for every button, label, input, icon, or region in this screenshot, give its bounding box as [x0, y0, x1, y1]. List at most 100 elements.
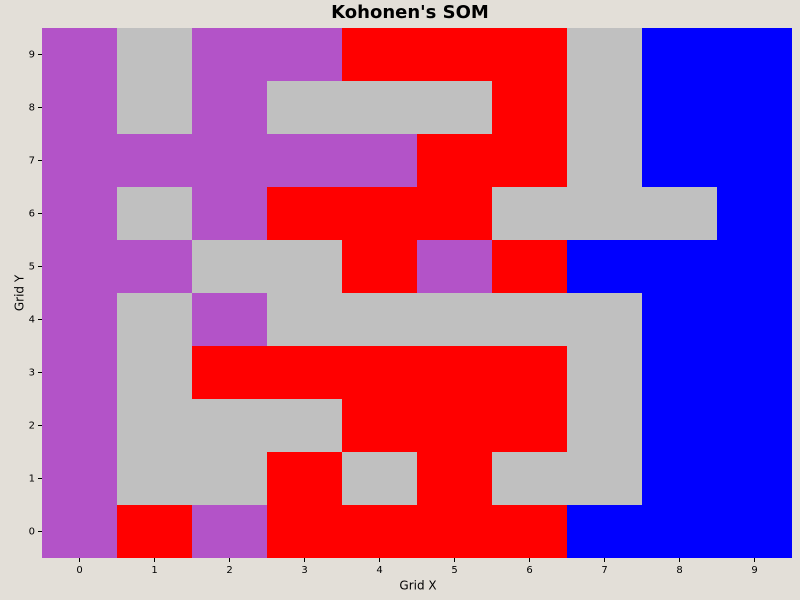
cell	[492, 134, 567, 187]
cell	[267, 28, 342, 81]
cell	[342, 452, 417, 505]
cell	[267, 293, 342, 346]
cell	[642, 293, 717, 346]
cell	[492, 399, 567, 452]
cell	[192, 293, 267, 346]
cell	[42, 346, 117, 399]
y-tick-label: 6	[29, 209, 35, 220]
cell	[42, 28, 117, 81]
cell	[192, 452, 267, 505]
cell	[267, 505, 342, 558]
cell	[192, 187, 267, 240]
cell	[192, 28, 267, 81]
cell	[417, 81, 492, 134]
cell	[342, 81, 417, 134]
x-tick-label: 8	[676, 565, 682, 576]
cell	[717, 28, 792, 81]
y-tick-label: 7	[29, 156, 35, 167]
cell	[567, 240, 642, 293]
cell	[267, 81, 342, 134]
x-axis-label: Grid X	[399, 579, 436, 593]
cell	[417, 346, 492, 399]
cell	[42, 240, 117, 293]
cell	[417, 187, 492, 240]
cell	[642, 240, 717, 293]
y-tick-label: 9	[29, 50, 35, 61]
cell	[642, 134, 717, 187]
x-tick-label: 2	[226, 565, 232, 576]
cell	[567, 134, 642, 187]
cell	[117, 134, 192, 187]
cell	[342, 399, 417, 452]
cell	[417, 452, 492, 505]
cell	[42, 187, 117, 240]
cell	[642, 81, 717, 134]
y-tick-label: 8	[29, 103, 35, 114]
x-tick-label: 9	[751, 565, 757, 576]
cell	[492, 28, 567, 81]
cell	[42, 452, 117, 505]
cell	[492, 505, 567, 558]
cell	[417, 28, 492, 81]
cell	[117, 452, 192, 505]
cell	[267, 187, 342, 240]
cell	[417, 293, 492, 346]
cell	[342, 134, 417, 187]
cell	[192, 134, 267, 187]
cell	[192, 505, 267, 558]
cell	[567, 452, 642, 505]
cell	[492, 293, 567, 346]
cell	[567, 187, 642, 240]
cell	[642, 505, 717, 558]
cell	[342, 505, 417, 558]
cell	[117, 240, 192, 293]
cell	[717, 134, 792, 187]
cell	[717, 399, 792, 452]
cell	[267, 346, 342, 399]
cell	[417, 399, 492, 452]
cell	[342, 293, 417, 346]
cell	[117, 28, 192, 81]
y-tick-label: 5	[29, 262, 35, 273]
cell	[117, 293, 192, 346]
cell	[417, 240, 492, 293]
cell	[492, 346, 567, 399]
cell	[192, 240, 267, 293]
cell	[192, 81, 267, 134]
cell	[192, 346, 267, 399]
x-tick-label: 0	[76, 565, 82, 576]
cell	[117, 346, 192, 399]
cell	[492, 81, 567, 134]
x-tick-label: 7	[601, 565, 607, 576]
cell	[417, 505, 492, 558]
y-tick-label: 3	[29, 368, 35, 379]
y-tick-label: 1	[29, 474, 35, 485]
x-tick-label: 1	[151, 565, 157, 576]
cell	[42, 134, 117, 187]
cell	[717, 240, 792, 293]
cell	[492, 240, 567, 293]
cell	[492, 187, 567, 240]
cell	[642, 28, 717, 81]
cell	[642, 187, 717, 240]
y-axis-label: Grid Y	[13, 274, 27, 311]
cell	[342, 346, 417, 399]
cell	[192, 399, 267, 452]
cell	[567, 346, 642, 399]
cell	[117, 187, 192, 240]
cell	[42, 505, 117, 558]
cell	[417, 134, 492, 187]
cell	[567, 399, 642, 452]
cell	[642, 399, 717, 452]
cell	[267, 399, 342, 452]
cell	[717, 346, 792, 399]
cell	[267, 134, 342, 187]
cell	[342, 240, 417, 293]
cell	[42, 399, 117, 452]
cell	[42, 293, 117, 346]
cell	[567, 28, 642, 81]
cell	[717, 452, 792, 505]
cell	[117, 399, 192, 452]
cell	[342, 187, 417, 240]
